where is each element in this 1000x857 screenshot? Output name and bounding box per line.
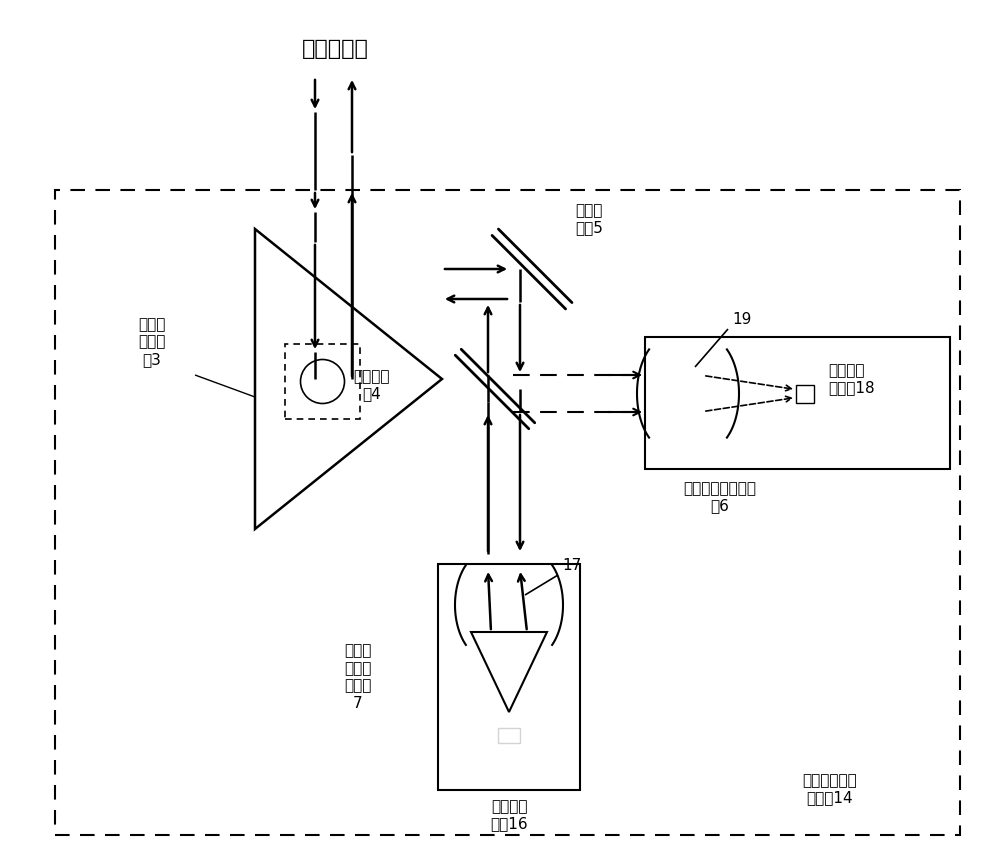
Text: 第一单模
光纤16: 第一单模 光纤16 xyxy=(490,799,528,831)
Text: 第一分色
镜4: 第一分色 镜4 xyxy=(354,369,390,401)
Bar xyxy=(55,190,960,835)
Bar xyxy=(645,337,950,469)
Text: 信号光收发: 信号光收发 xyxy=(302,39,368,59)
Text: 第一反
射镜5: 第一反 射镜5 xyxy=(575,203,603,235)
Text: 第一信号光收
发单元14: 第一信号光收 发单元14 xyxy=(803,773,857,806)
Text: 三棱镜
旋转机
构3: 三棱镜 旋转机 构3 xyxy=(138,317,166,367)
Bar xyxy=(498,728,520,742)
Bar xyxy=(438,564,580,790)
Text: 第一信号光接收光
路6: 第一信号光接收光 路6 xyxy=(684,481,757,513)
Text: 17: 17 xyxy=(562,558,582,572)
Bar xyxy=(285,344,360,419)
Text: 第一信号
探测器18: 第一信号 探测器18 xyxy=(828,363,875,395)
Bar xyxy=(796,385,814,403)
Text: 19: 19 xyxy=(732,311,752,327)
Text: 第一信
号光发
射光路
7: 第一信 号光发 射光路 7 xyxy=(344,644,372,710)
